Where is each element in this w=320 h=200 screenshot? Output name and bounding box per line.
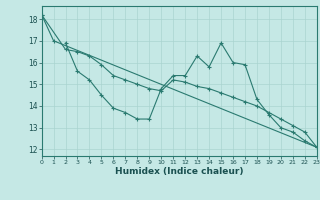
X-axis label: Humidex (Indice chaleur): Humidex (Indice chaleur) [115,167,244,176]
